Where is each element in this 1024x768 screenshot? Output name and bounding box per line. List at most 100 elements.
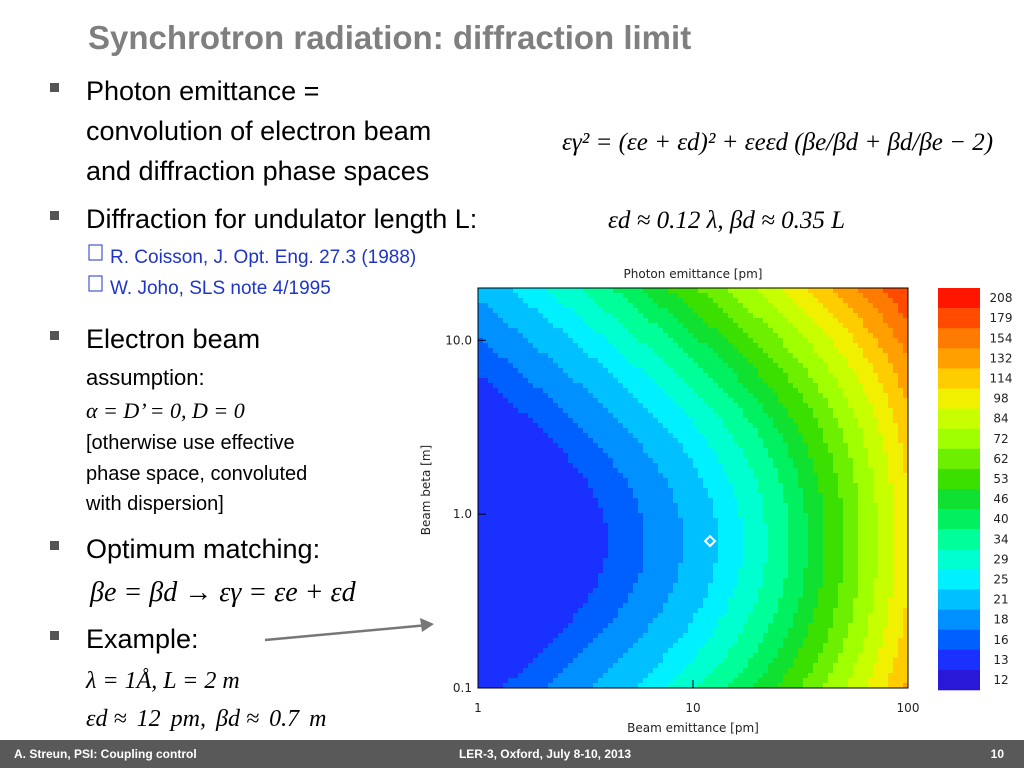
- contour-cell: [503, 358, 509, 364]
- contour-cell: [558, 573, 564, 579]
- contour-cell: [733, 523, 739, 529]
- contour-cell: [493, 498, 499, 504]
- contour-cell: [758, 613, 764, 619]
- contour-cell: [538, 538, 544, 544]
- contour-cell: [503, 678, 509, 684]
- contour-cell: [488, 643, 494, 649]
- contour-cell: [778, 658, 784, 664]
- contour-cell: [738, 288, 744, 294]
- contour-cell: [753, 618, 759, 624]
- contour-cell: [593, 668, 599, 674]
- contour-cell: [593, 563, 599, 569]
- contour-cell: [513, 598, 519, 604]
- contour-cell: [688, 388, 694, 394]
- contour-cell: [578, 628, 584, 634]
- contour-cell: [483, 638, 489, 644]
- contour-cell: [493, 603, 499, 609]
- contour-cell: [623, 368, 629, 374]
- contour-cell: [668, 358, 674, 364]
- contour-cell: [528, 393, 534, 399]
- contour-cell: [678, 413, 684, 419]
- contour-cell: [628, 308, 634, 314]
- contour-cell: [698, 638, 704, 644]
- contour-cell: [558, 538, 564, 544]
- contour-cell: [633, 633, 639, 639]
- contour-cell: [758, 568, 764, 574]
- contour-cell: [613, 468, 619, 474]
- contour-cell: [708, 433, 714, 439]
- contour-cell: [598, 423, 604, 429]
- contour-cell: [608, 363, 614, 369]
- contour-cell: [568, 573, 574, 579]
- contour-cell: [518, 298, 524, 304]
- contour-cell: [588, 343, 594, 349]
- contour-cell: [528, 618, 534, 624]
- contour-cell: [563, 343, 569, 349]
- contour-cell: [518, 633, 524, 639]
- contour-cell: [588, 383, 594, 389]
- contour-cell: [633, 628, 639, 634]
- contour-cell: [758, 338, 764, 344]
- contour-cell: [753, 648, 759, 654]
- contour-cell: [593, 428, 599, 434]
- contour-cell: [618, 293, 624, 299]
- contour-cell: [728, 478, 734, 484]
- contour-cell: [558, 433, 564, 439]
- contour-cell: [613, 318, 619, 324]
- contour-cell: [778, 458, 784, 464]
- contour-cell: [498, 318, 504, 324]
- contour-cell: [713, 368, 719, 374]
- contour-cell: [493, 683, 499, 689]
- contour-cell: [528, 468, 534, 474]
- contour-cell: [643, 548, 649, 554]
- contour-cell: [748, 618, 754, 624]
- contour-cell: [758, 453, 764, 459]
- contour-cell: [653, 378, 659, 384]
- contour-cell: [613, 558, 619, 564]
- contour-cell: [528, 308, 534, 314]
- contour-cell: [648, 608, 654, 614]
- contour-cell: [688, 413, 694, 419]
- contour-cell: [573, 488, 579, 494]
- contour-cell: [683, 403, 689, 409]
- contour-cell: [668, 623, 674, 629]
- contour-cell: [733, 378, 739, 384]
- contour-cell: [558, 403, 564, 409]
- contour-cell: [668, 508, 674, 514]
- contour-cell: [663, 538, 669, 544]
- contour-cell: [718, 678, 724, 684]
- contour-cell: [553, 573, 559, 579]
- contour-cell: [563, 463, 569, 469]
- contour-cell: [678, 393, 684, 399]
- contour-cell: [523, 423, 529, 429]
- contour-cell: [593, 418, 599, 424]
- contour-cell: [488, 673, 494, 679]
- contour-cell: [478, 293, 484, 299]
- contour-cell: [593, 648, 599, 654]
- contour-cell: [768, 613, 774, 619]
- contour-cell: [683, 488, 689, 494]
- contour-cell: [728, 308, 734, 314]
- contour-cell: [728, 363, 734, 369]
- contour-cell: [688, 543, 694, 549]
- contour-cell: [618, 568, 624, 574]
- contour-cell: [728, 628, 734, 634]
- contour-cell: [753, 473, 759, 479]
- contour-cell: [558, 618, 564, 624]
- contour-cell: [738, 533, 744, 539]
- equation: βe = βd → εγ = εe + εd: [89, 577, 357, 608]
- contour-cell: [488, 413, 494, 419]
- contour-cell: [753, 358, 759, 364]
- contour-cell: [653, 528, 659, 534]
- contour-cell: [578, 438, 584, 444]
- contour-cell: [698, 578, 704, 584]
- contour-cell: [728, 358, 734, 364]
- contour-cell: [593, 393, 599, 399]
- contour-cell: [593, 373, 599, 379]
- contour-cell: [698, 463, 704, 469]
- contour-cell: [513, 368, 519, 374]
- contour-cell: [783, 288, 789, 294]
- contour-cell: [668, 493, 674, 499]
- contour-cell: [753, 403, 759, 409]
- contour-cell: [498, 533, 504, 539]
